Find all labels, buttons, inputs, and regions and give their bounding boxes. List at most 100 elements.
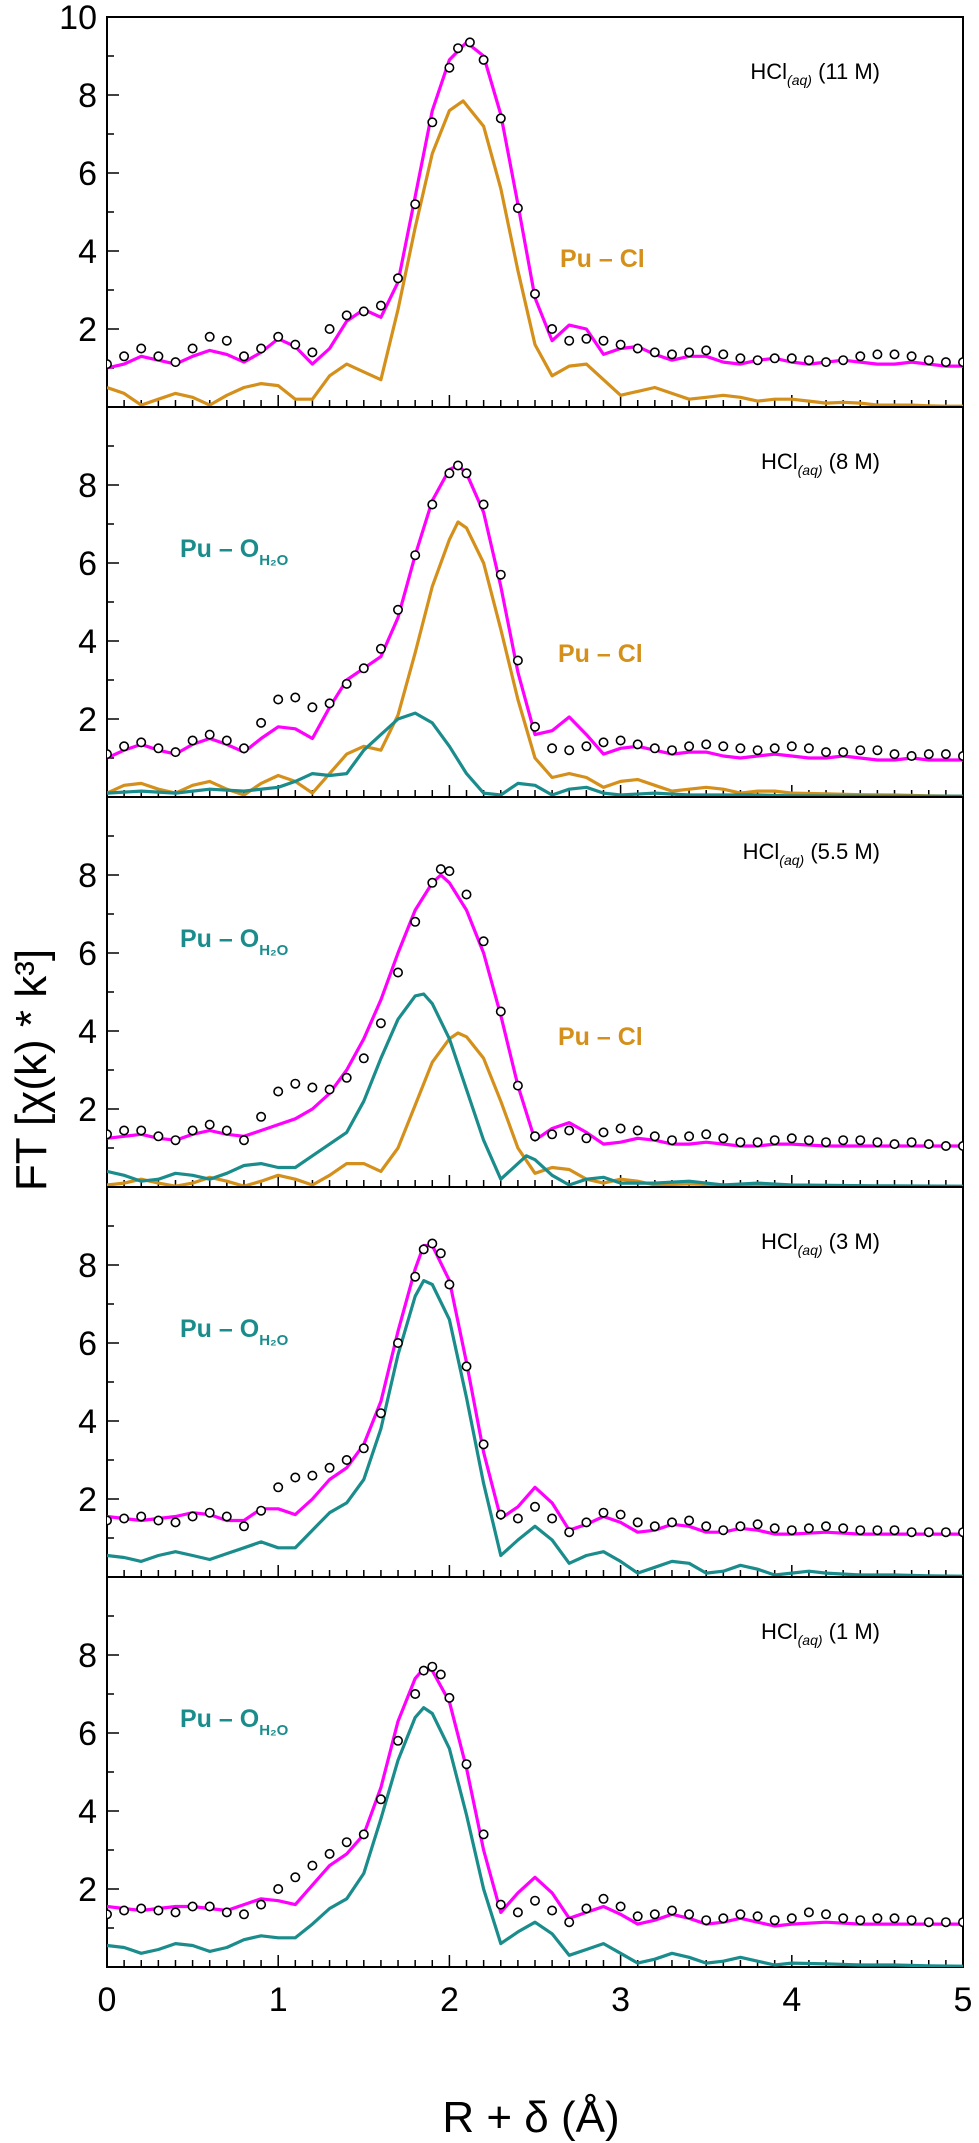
panel-label-rest: (1 M) xyxy=(823,1619,880,1644)
data-point xyxy=(239,1521,250,1532)
y-tick-label: 8 xyxy=(78,857,97,895)
data-point xyxy=(718,1913,729,1924)
data-point xyxy=(855,1915,866,1926)
data-point xyxy=(221,1125,232,1136)
data-point xyxy=(107,749,112,760)
data-point xyxy=(273,694,284,705)
data-point xyxy=(256,1899,267,1910)
comp-pu-cl-line xyxy=(107,520,963,797)
data-point xyxy=(820,357,831,368)
data-point xyxy=(735,1521,746,1532)
data-point xyxy=(107,1515,112,1526)
data-point xyxy=(735,1909,746,1920)
data-point xyxy=(136,1511,147,1522)
data-point xyxy=(153,743,164,754)
data-point xyxy=(615,1901,626,1912)
data-point xyxy=(478,1439,489,1450)
data-point xyxy=(444,62,455,73)
y-axis-title: FT [χ(k) * k³] xyxy=(7,949,56,1191)
data-point xyxy=(495,1006,506,1017)
data-point xyxy=(512,655,523,666)
component-label-sub: H₂O xyxy=(259,552,288,569)
data-point xyxy=(495,569,506,580)
data-point xyxy=(547,743,558,754)
data-point xyxy=(906,1915,917,1926)
data-point xyxy=(119,1905,130,1916)
data-point xyxy=(889,749,900,760)
data-point xyxy=(803,1523,814,1534)
data-point xyxy=(444,1279,455,1290)
data-point xyxy=(435,1248,446,1259)
data-point xyxy=(273,331,284,342)
data-point xyxy=(701,1521,712,1532)
data-point xyxy=(547,1129,558,1140)
data-point xyxy=(170,1907,181,1918)
data-point xyxy=(615,735,626,746)
x-tick-label: 2 xyxy=(440,1981,459,2019)
x-axis-title: R + δ (Å) xyxy=(442,2093,619,2142)
data-point xyxy=(290,1872,301,1883)
data-point xyxy=(256,1505,267,1516)
x-tick-label: 0 xyxy=(98,1981,117,2019)
data-point xyxy=(838,1913,849,1924)
data-point xyxy=(581,1133,592,1144)
data-point xyxy=(170,1517,181,1528)
data-point xyxy=(307,702,318,713)
data-point xyxy=(392,1735,403,1746)
data-point xyxy=(107,1129,112,1140)
data-point xyxy=(136,737,147,748)
comp-pu-o-line xyxy=(107,1706,963,1967)
y-tick-label: 6 xyxy=(78,935,97,973)
data-point xyxy=(418,1244,429,1255)
data-point xyxy=(444,866,455,877)
data-point xyxy=(752,745,763,756)
x-tick-label: 1 xyxy=(269,1981,288,2019)
data-point xyxy=(427,499,438,510)
data-point xyxy=(684,1909,695,1920)
data-point xyxy=(598,335,609,346)
data-point xyxy=(752,1519,763,1530)
data-point xyxy=(564,1125,575,1136)
data-point xyxy=(136,343,147,354)
x-tick-label: 5 xyxy=(954,1981,973,2019)
data-point xyxy=(461,1361,472,1372)
data-point xyxy=(427,1661,438,1672)
data-point xyxy=(410,1271,421,1282)
data-point xyxy=(769,743,780,754)
data-point xyxy=(273,1884,284,1895)
data-point xyxy=(341,1072,352,1083)
data-point xyxy=(512,1907,523,1918)
data-point xyxy=(701,1129,712,1140)
data-point xyxy=(256,717,267,728)
y-tick-label: 4 xyxy=(78,1013,97,1051)
x-axis: 0 1 2 3 4 5 xyxy=(98,1981,973,2019)
data-point xyxy=(615,339,626,350)
data-point xyxy=(153,1131,164,1142)
panel-label: HCl(aq) (1 M) xyxy=(761,1619,880,1648)
data-point xyxy=(718,741,729,752)
data-point xyxy=(872,745,883,756)
data-point xyxy=(324,1084,335,1095)
y-tick-label: 6 xyxy=(78,155,97,193)
data-point xyxy=(855,1525,866,1536)
data-point xyxy=(204,1901,215,1912)
data-point xyxy=(632,1911,643,1922)
panel-label-main: HCl xyxy=(761,1229,798,1254)
data-point xyxy=(290,339,301,350)
data-point xyxy=(786,1133,797,1144)
data-point xyxy=(820,1909,831,1920)
data-point xyxy=(684,347,695,358)
data-point xyxy=(752,1911,763,1922)
data-point xyxy=(418,1665,429,1676)
y-tick-label: 4 xyxy=(78,623,97,661)
data-point xyxy=(341,310,352,321)
data-point xyxy=(855,351,866,362)
data-point xyxy=(290,1078,301,1089)
data-point xyxy=(872,1525,883,1536)
data-point xyxy=(803,355,814,366)
plot-area xyxy=(107,1238,963,1577)
data-point xyxy=(204,1507,215,1518)
data-point xyxy=(940,357,951,368)
panel-label-sub: (aq) xyxy=(798,462,823,478)
panel-label-rest: (5.5 M) xyxy=(804,839,880,864)
